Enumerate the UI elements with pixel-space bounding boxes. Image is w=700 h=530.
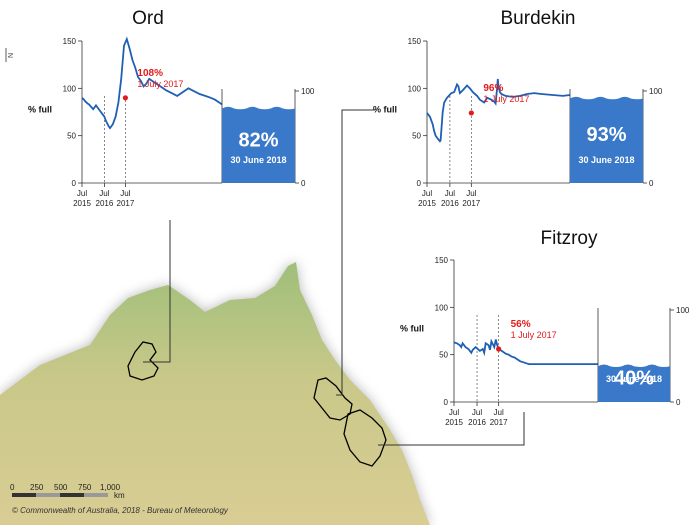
scale-label-500: 500 [54,483,68,492]
scale-unit: km [114,491,125,500]
scale-bar: 0 250 500 750 1,000 km [10,483,125,500]
chart-ord: Ord% full050100150Jul2015Jul2016Jul20171… [28,8,315,208]
bar-tick-label-0: 0 [649,179,654,188]
y-axis-label: % full [400,324,424,334]
scale-label-750: 750 [78,483,92,492]
storage-series-line [81,36,223,130]
july-2017-marker [122,95,128,101]
x-tick-label-year: 2015 [418,199,436,208]
x-tick-label-year: 2015 [445,418,463,427]
y-tick-label: 100 [63,84,77,93]
y-axis-label: % full [373,105,397,115]
x-tick-label-month: Jul [449,408,459,417]
x-tick-label-month: Jul [77,189,87,198]
y-tick-label: 100 [408,84,422,93]
y-tick-label: 100 [435,303,449,312]
current-storage-value: 82% [238,129,278,151]
burdekin-connector [336,109,375,396]
copyright-credit: © Commonwealth of Australia, 2018 - Bure… [12,506,229,515]
land [0,262,430,525]
y-tick-label: 0 [417,179,422,188]
bar-tick-label-0: 0 [301,179,306,188]
scale-label-0: 0 [10,483,15,492]
x-tick-label-month: Jul [472,408,482,417]
y-axis-label: % full [28,105,52,115]
chart-title: Fitzroy [541,228,599,249]
annotation-value: 96% [483,83,503,94]
bar-tick-label-0: 0 [676,398,681,407]
x-tick-label-month: Jul [494,408,504,417]
bar-tick-label-100: 100 [676,306,690,315]
scale-label-1000: 1,000 [100,483,121,492]
bar-tick-label-100: 100 [301,87,315,96]
y-tick-label: 0 [72,179,77,188]
current-storage-value: 93% [586,124,626,146]
x-tick-label-year: 2017 [490,418,508,427]
annotation-value: 108% [137,68,163,79]
ord-catchment [127,341,159,381]
x-tick-label-year: 2017 [462,199,480,208]
scale-label-250: 250 [30,483,44,492]
july-2017-marker [468,110,474,116]
current-storage-bar [570,96,643,183]
chart-fitzroy: Fitzroy% full050100150Jul2015Jul2016Jul2… [400,228,690,427]
current-storage-bar [598,364,670,402]
x-tick-label-month: Jul [422,189,432,198]
x-tick-label-year: 2016 [468,418,486,427]
north-arrow: N [5,48,15,62]
x-tick-label-month: Jul [445,189,455,198]
annotation-date: 1 July 2017 [483,94,529,104]
y-tick-label: 50 [67,132,76,141]
charts: Ord% full050100150Jul2015Jul2016Jul20171… [28,8,690,427]
current-storage-date: 30 June 2018 [578,155,634,165]
y-tick-label: 0 [444,398,449,407]
x-tick-label-year: 2017 [117,199,135,208]
y-tick-label: 50 [412,132,421,141]
x-tick-label-year: 2015 [73,199,91,208]
chart-title: Ord [132,8,164,29]
current-storage-value: 40% [614,368,654,390]
ord-connector [143,220,171,363]
y-tick-label: 150 [408,37,422,46]
y-tick-label: 150 [63,37,77,46]
annotation-date: 1 July 2017 [137,79,183,89]
storage-series-line [426,78,571,143]
australia-map [0,262,430,525]
annotation-date: 1 July 2017 [511,330,557,340]
chart-burdekin: Burdekin% full050100150Jul2015Jul2016Jul… [373,8,663,208]
y-tick-label: 50 [439,351,448,360]
x-tick-label-month: Jul [466,189,476,198]
fitzroy-connector [378,412,525,446]
north-label: N [8,53,15,58]
x-tick-label-month: Jul [99,189,109,198]
bar-tick-label-100: 100 [649,87,663,96]
x-tick-label-month: Jul [120,189,130,198]
y-tick-label: 150 [435,256,449,265]
current-storage-bar [222,106,295,183]
fitzroy-catchment [343,409,387,467]
x-tick-label-year: 2016 [96,199,114,208]
july-2017-marker [496,346,502,352]
current-storage-date: 30 June 2018 [230,155,286,165]
current-storage-date: 30 June 2018 [606,374,662,384]
x-tick-label-year: 2016 [441,199,459,208]
chart-title: Burdekin [501,8,576,29]
annotation-value: 56% [511,319,531,330]
